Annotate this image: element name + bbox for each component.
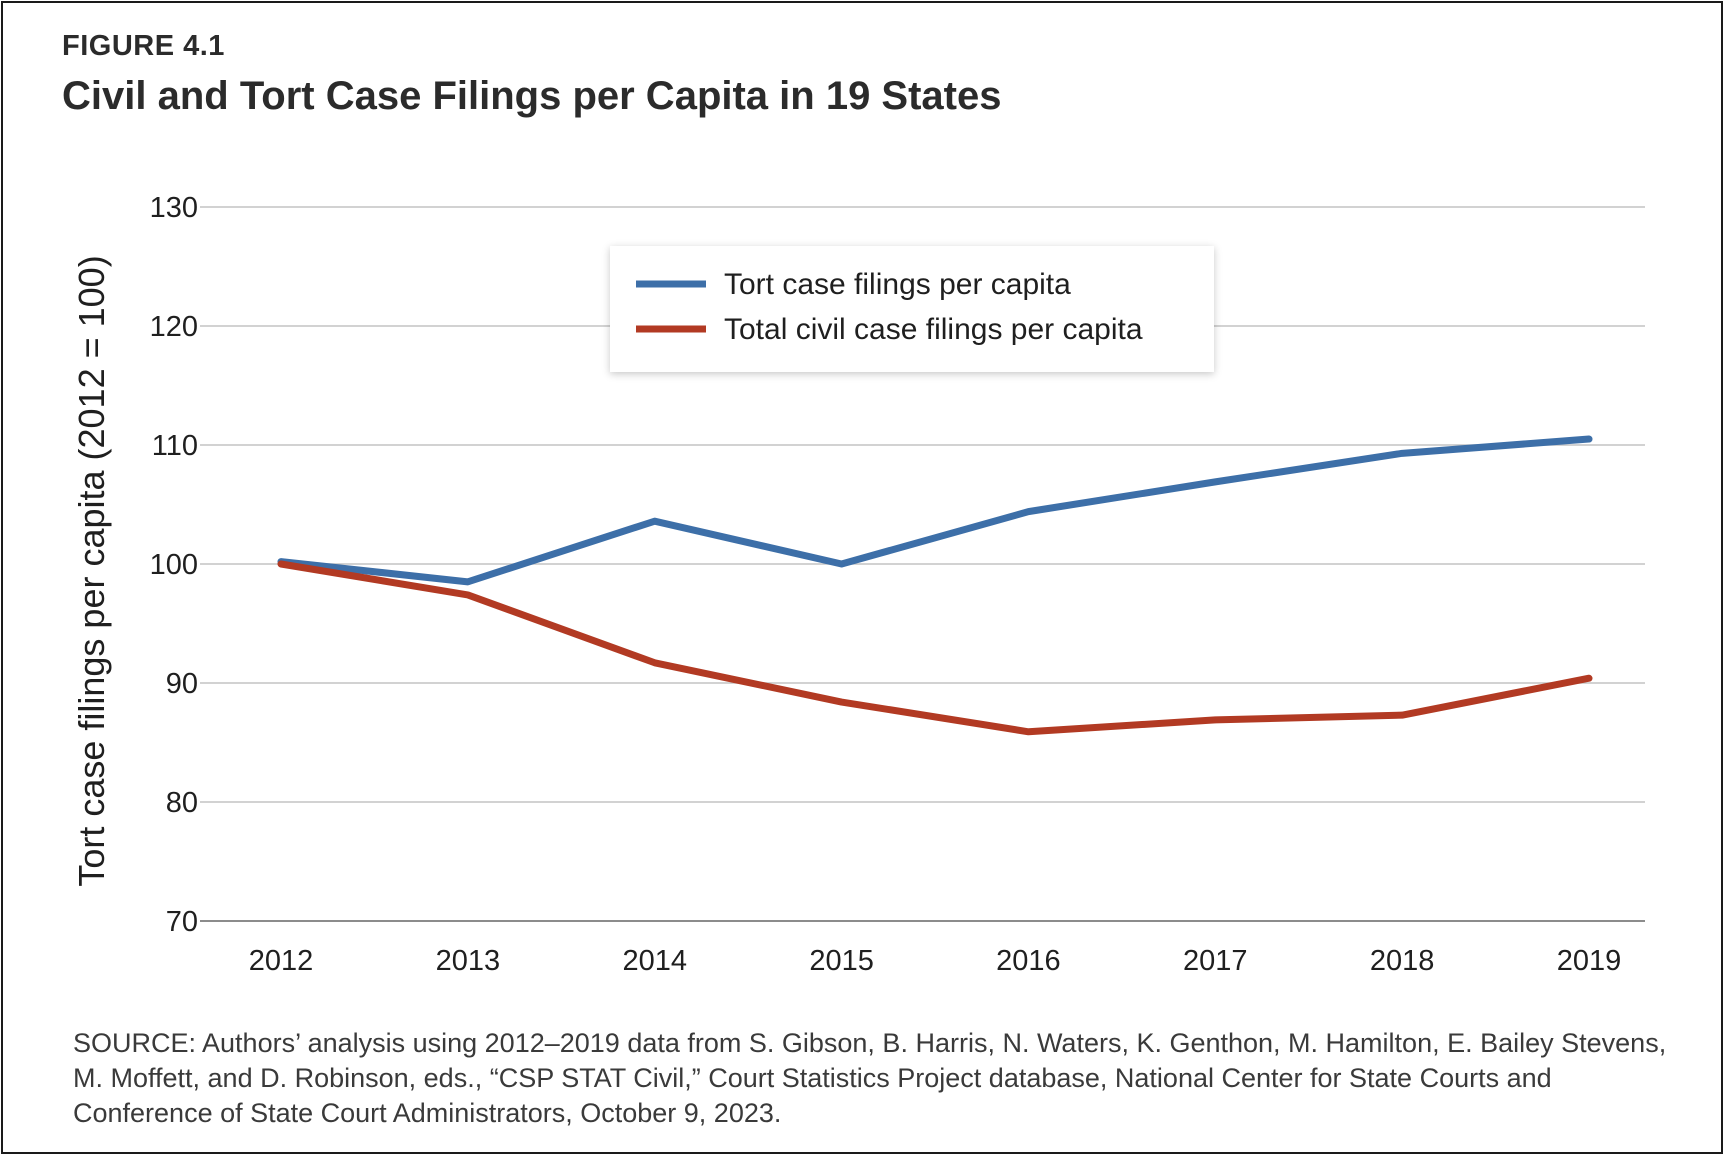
x-tick-label: 2012 xyxy=(249,945,314,977)
civil-point-2019 xyxy=(1585,675,1593,682)
civil-point-2014 xyxy=(651,659,658,666)
civil-point-2017 xyxy=(1212,716,1219,724)
y-axis-ticks: 70 80 90 100 110 120 130 xyxy=(150,192,198,938)
series-line-tort xyxy=(277,435,1593,586)
x-tick-label: 2017 xyxy=(1183,945,1248,977)
x-tick-label: 2015 xyxy=(809,945,874,977)
x-tick-label: 2016 xyxy=(996,945,1061,977)
tort-point-2016 xyxy=(1025,508,1032,515)
series-lines xyxy=(277,435,1593,736)
y-tick-label: 90 xyxy=(166,668,198,700)
civil-point-2016 xyxy=(1025,728,1032,735)
gridlines xyxy=(200,206,1645,922)
y-tick-label: 80 xyxy=(166,787,198,819)
x-tick-label: 2013 xyxy=(436,945,501,977)
source-note: SOURCE: Authors’ analysis using 2012–201… xyxy=(73,1028,1667,1128)
legend-label-civil: Total civil case filings per capita xyxy=(724,313,1143,346)
tort-point-2013 xyxy=(464,578,472,586)
tort-point-2015 xyxy=(838,560,845,568)
legend-label-tort: Tort case filings per capita xyxy=(724,268,1071,301)
civil-point-2012 xyxy=(277,560,285,568)
y-axis-label: Tort case filings per capita (2012 = 100… xyxy=(71,255,112,886)
figure-title: Civil and Tort Case Filings per Capita i… xyxy=(62,74,1002,118)
y-tick-label: 120 xyxy=(150,311,198,343)
figure-label: FIGURE 4.1 xyxy=(62,30,225,62)
y-tick-label: 100 xyxy=(150,549,198,581)
tort-point-2017 xyxy=(1212,478,1219,486)
legend: Tort case filings per capita Total civil… xyxy=(610,246,1214,372)
y-tick-label: 70 xyxy=(166,906,198,938)
x-tick-label: 2014 xyxy=(622,945,687,977)
y-tick-label: 110 xyxy=(152,430,198,462)
civil-point-2018 xyxy=(1398,711,1406,719)
y-tick-label: 130 xyxy=(150,192,198,224)
tort-point-2018 xyxy=(1398,450,1406,457)
x-axis-ticks: 2012 2013 2014 2015 2016 2017 2018 2019 xyxy=(249,945,1622,977)
series-line-civil xyxy=(277,560,1593,736)
civil-point-2013 xyxy=(464,591,472,599)
legend-box xyxy=(610,246,1214,372)
x-tick-label: 2019 xyxy=(1557,945,1622,977)
tort-point-2019 xyxy=(1585,435,1593,443)
x-tick-label: 2018 xyxy=(1370,945,1435,977)
civil-point-2015 xyxy=(838,698,845,706)
tort-point-2014 xyxy=(651,517,658,525)
